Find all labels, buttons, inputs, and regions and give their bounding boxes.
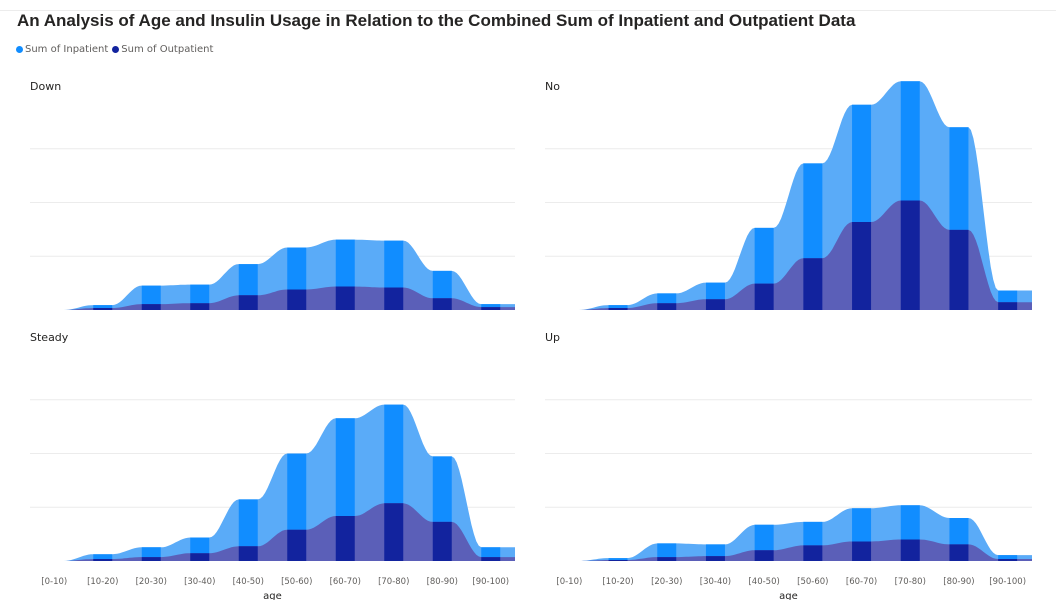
panel-steady: Steady [0-10) [10-20) [20-30) [30-40) [40-50)… (30, 331, 515, 600)
panel-no: No (545, 80, 1032, 310)
inpatient-band-0[interactable] (559, 308, 579, 310)
outpatient-band-0[interactable] (559, 308, 579, 310)
outpatient-band-4[interactable] (754, 548, 774, 561)
x-tick-label: [70-80) (895, 577, 926, 587)
inpatient-band-3[interactable] (190, 282, 210, 310)
x-tick-label: [10-20) (87, 577, 118, 587)
outpatient-bands (44, 501, 501, 561)
outpatient-bands (559, 199, 1018, 310)
panel-label: Steady (30, 331, 69, 344)
legend-item-inpatient[interactable]: Sum of Inpatient (16, 44, 108, 55)
x-tick-label: [30-40) (700, 577, 731, 587)
outpatient-band-4[interactable] (238, 544, 258, 561)
x-tick-label: [60-70) (330, 577, 361, 587)
x-tick-label: [50-60) (797, 577, 828, 587)
outpatient-band-9[interactable] (481, 555, 501, 561)
inpatient-band-0[interactable] (559, 559, 579, 561)
outpatient-band-9[interactable] (998, 557, 1018, 561)
outpatient-band-5[interactable] (803, 256, 823, 310)
inpatient-band-2[interactable] (141, 545, 161, 561)
outpatient-band-6[interactable] (335, 285, 355, 310)
top-divider (0, 10, 1056, 11)
outpatient-band-4[interactable] (754, 281, 774, 310)
outpatient-band-9[interactable] (481, 305, 501, 310)
chart-title: An Analysis of Age and Insulin Usage in … (17, 11, 856, 30)
x-tick-label: [0-10) (556, 577, 582, 587)
outpatient-band-5[interactable] (287, 287, 307, 310)
inpatient-band-0[interactable] (44, 559, 64, 561)
outpatient-band-6[interactable] (335, 514, 355, 561)
x-tick-label: [20-30) (136, 577, 167, 587)
outpatient-band-9[interactable] (998, 300, 1018, 310)
outpatient-band-7[interactable] (900, 199, 920, 310)
outpatient-band-0[interactable] (559, 559, 579, 561)
outpatient-band-3[interactable] (190, 301, 210, 310)
x-tick-label: [50-60) (281, 577, 312, 587)
inpatient-band-2[interactable] (141, 283, 161, 310)
x-tick-label: [80-90) (427, 577, 458, 587)
legend-item-outpatient[interactable]: Sum of Outpatient (112, 44, 213, 55)
inpatient-band-9[interactable] (481, 545, 501, 561)
inpatient-band-1[interactable] (93, 552, 113, 561)
legend-dot-outpatient (112, 45, 120, 53)
legend-label-outpatient: Sum of Outpatient (121, 43, 214, 55)
x-tick-label: [30-40) (184, 577, 215, 587)
outpatient-band-1[interactable] (93, 557, 113, 561)
inpatient-band-1[interactable] (608, 303, 628, 310)
x-tick-label: [90-100) (989, 577, 1026, 587)
outpatient-band-8[interactable] (949, 542, 969, 561)
outpatient-band-1[interactable] (93, 306, 113, 310)
outpatient-band-4[interactable] (238, 293, 258, 310)
outpatient-band-3[interactable] (705, 554, 725, 561)
outpatient-band-1[interactable] (608, 306, 628, 310)
outpatient-band-2[interactable] (657, 301, 677, 310)
legend[interactable]: Sum of Inpatient Sum of Outpatient (16, 42, 217, 56)
x-tick-label: [40-50) (748, 577, 779, 587)
x-tick-label: [70-80) (378, 577, 409, 587)
outpatient-band-7[interactable] (384, 286, 404, 310)
x-tick-label: [60-70) (846, 577, 877, 587)
panel-up: Up [0-10) [10-20) [20-30) [30-40) [40-50) [50-… (545, 331, 1032, 600)
outpatient-band-8[interactable] (432, 519, 452, 561)
outpatient-band-5[interactable] (287, 527, 307, 561)
outpatient-band-6[interactable] (852, 220, 872, 310)
panel-label: No (545, 80, 560, 93)
inpatient-band-2[interactable] (657, 541, 677, 561)
inpatient-band-1[interactable] (93, 303, 113, 310)
x-axis-title: age (263, 591, 282, 600)
legend-dot-inpatient (16, 45, 23, 53)
panel-label: Up (545, 331, 560, 344)
x-tick-label: [0-10) (41, 577, 67, 587)
outpatient-band-6[interactable] (852, 539, 872, 561)
x-axis-title: age (779, 591, 798, 600)
x-tick-label: [10-20) (602, 577, 633, 587)
legend-label-inpatient: Sum of Inpatient (25, 43, 109, 55)
outpatient-band-5[interactable] (803, 543, 823, 561)
outpatient-band-2[interactable] (141, 555, 161, 561)
inpatient-band-4[interactable] (238, 497, 258, 561)
x-tick-label: [40-50) (233, 577, 264, 587)
outpatient-band-3[interactable] (705, 297, 725, 310)
outpatient-band-8[interactable] (949, 227, 969, 310)
inpatient-band-9[interactable] (481, 302, 501, 310)
x-tick-label: [80-90) (943, 577, 974, 587)
x-tick-label: [20-30) (651, 577, 682, 587)
panel-label: Down (30, 80, 61, 93)
inpatient-band-9[interactable] (998, 553, 1018, 561)
outpatient-band-7[interactable] (900, 538, 920, 562)
outpatient-band-2[interactable] (657, 555, 677, 561)
inpatient-band-1[interactable] (608, 556, 628, 561)
outpatient-band-3[interactable] (190, 551, 210, 561)
outpatient-band-0[interactable] (44, 308, 64, 310)
outpatient-band-7[interactable] (384, 501, 404, 561)
outpatient-band-2[interactable] (141, 302, 161, 310)
outpatient-band-8[interactable] (432, 296, 452, 310)
inpatient-band-0[interactable] (44, 308, 64, 310)
x-tick-label: [90-100) (472, 577, 509, 587)
outpatient-band-0[interactable] (44, 559, 64, 561)
panel-down: Down (30, 80, 515, 310)
